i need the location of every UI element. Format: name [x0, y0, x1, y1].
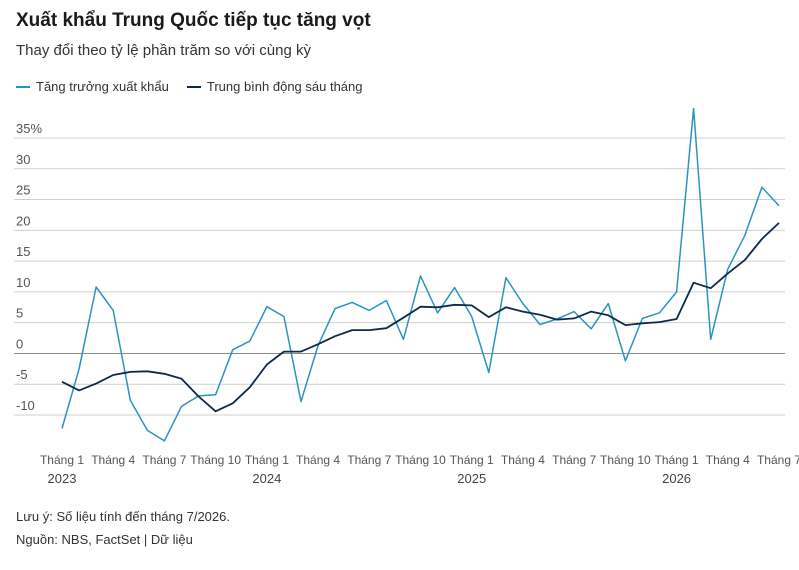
x-year-label: 2024 — [252, 471, 281, 486]
y-tick-label: 0 — [16, 336, 23, 351]
x-year-label: 2025 — [457, 471, 486, 486]
chart-title: Xuất khẩu Trung Quốc tiếp tục tăng vọt — [16, 10, 371, 31]
x-tick-label: Tháng 4 — [501, 453, 545, 467]
x-tick-label: Tháng 1 — [40, 453, 84, 467]
legend: Tăng trưởng xuất khẩu Trung bình động sá… — [16, 79, 381, 94]
series-line-export-growth — [61, 107, 780, 442]
series-line-moving-average — [61, 222, 780, 413]
x-tick-label: Tháng 7 — [552, 453, 596, 467]
y-tick-label: -5 — [16, 367, 28, 382]
y-tick-label: 10 — [16, 275, 30, 290]
y-tick-label: 20 — [16, 213, 30, 228]
x-year-label: 2026 — [662, 471, 691, 486]
x-tick-label: Tháng 1 — [245, 453, 289, 467]
source-line: Nguồn: NBS, FactSet | Dữ liệu — [16, 532, 193, 547]
x-tick-label: Tháng 1 — [450, 453, 494, 467]
x-tick-label: Tháng 4 — [706, 453, 750, 467]
legend-label-export-growth: Tăng trưởng xuất khẩu — [36, 79, 169, 94]
x-tick-label: Tháng 7 — [142, 453, 186, 467]
legend-item-export-growth: Tăng trưởng xuất khẩu — [16, 79, 169, 94]
footnote: Lưu ý: Số liệu tính đến tháng 7/2026. — [16, 509, 230, 524]
x-tick-label: Tháng 4 — [296, 453, 340, 467]
y-tick-label: 15 — [16, 244, 30, 259]
x-tick-label: Tháng 10 — [190, 453, 241, 467]
x-year-label: 2023 — [48, 471, 77, 486]
x-tick-label: Tháng 10 — [600, 453, 651, 467]
chart-subtitle: Thay đổi theo tỷ lệ phần trăm so với cùn… — [16, 42, 311, 59]
y-tick-label: 5 — [16, 306, 23, 321]
legend-label-moving-average: Trung bình động sáu tháng — [206, 79, 363, 94]
y-tick-label: -10 — [16, 398, 35, 413]
x-tick-label: Tháng 7 — [757, 453, 799, 467]
x-tick-label: Tháng 1 — [655, 453, 699, 467]
y-tick-label: 35% — [16, 121, 42, 136]
x-tick-label: Tháng 10 — [395, 453, 446, 467]
x-tick-label: Tháng 7 — [347, 453, 391, 467]
x-tick-label: Tháng 4 — [91, 453, 135, 467]
legend-swatch-moving-average — [186, 85, 201, 88]
legend-swatch-export-growth — [16, 85, 30, 88]
y-tick-label: 25 — [16, 183, 30, 198]
legend-item-moving-average: Trung bình động sáu tháng — [186, 79, 363, 94]
y-tick-label: 30 — [16, 152, 30, 167]
